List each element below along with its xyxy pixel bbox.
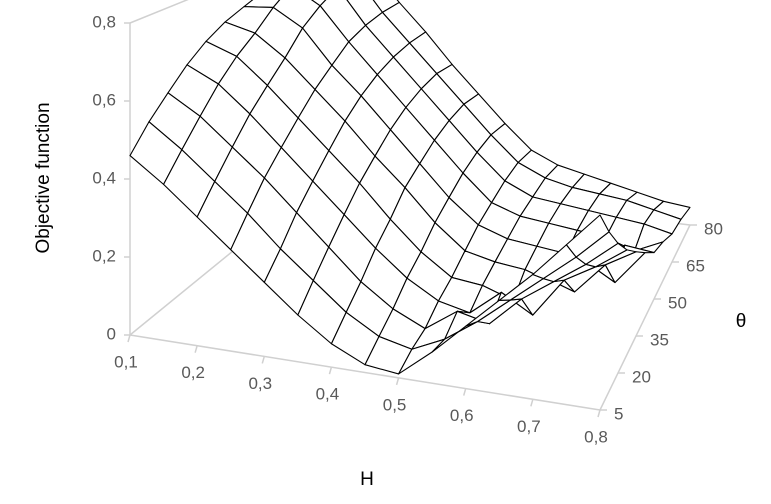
y-axis-label: θ [736, 311, 747, 332]
x-tick-label: 0,1 [114, 352, 138, 371]
z-axis-label: Objective function [33, 102, 54, 253]
x-tick [194, 345, 198, 353]
y-tick-label: 65 [686, 256, 705, 275]
x-tick [597, 409, 601, 418]
z-tick-label: 0,2 [92, 246, 116, 265]
surface-cell [310, 0, 327, 7]
z-tick-label: 0,6 [92, 90, 116, 109]
x-tick-label: 0,6 [450, 406, 474, 425]
x-tick [530, 399, 534, 407]
x-tick [462, 388, 467, 396]
x-tick [127, 334, 131, 343]
y-tick-label: 20 [632, 367, 651, 386]
y-tick-label: 5 [614, 404, 623, 423]
z-tick-label: 0,8 [92, 12, 116, 31]
wall-edge [129, 0, 189, 24]
z-tick-label: 0 [107, 324, 116, 343]
x-tick [328, 366, 333, 375]
y-tick-label: 35 [650, 330, 669, 349]
x-tick-label: 0,3 [248, 374, 272, 393]
z-tick-label: 0,4 [92, 168, 116, 187]
x-axis-line [129, 334, 601, 411]
x-tick-label: 0,2 [181, 363, 205, 382]
y-tick-label: 50 [668, 293, 687, 312]
x-tick-label: 0,5 [383, 395, 407, 414]
x-tick-label: 0,8 [584, 427, 608, 446]
y-tick-label: 80 [704, 219, 723, 238]
y-axis-line [599, 224, 691, 411]
x-tick-label: 0,7 [517, 417, 541, 436]
x-tick-label: 0,4 [316, 385, 340, 404]
x-tick [261, 356, 266, 364]
surface-cell [565, 214, 610, 258]
x-axis-label: H [360, 469, 374, 490]
x-tick [395, 377, 400, 386]
